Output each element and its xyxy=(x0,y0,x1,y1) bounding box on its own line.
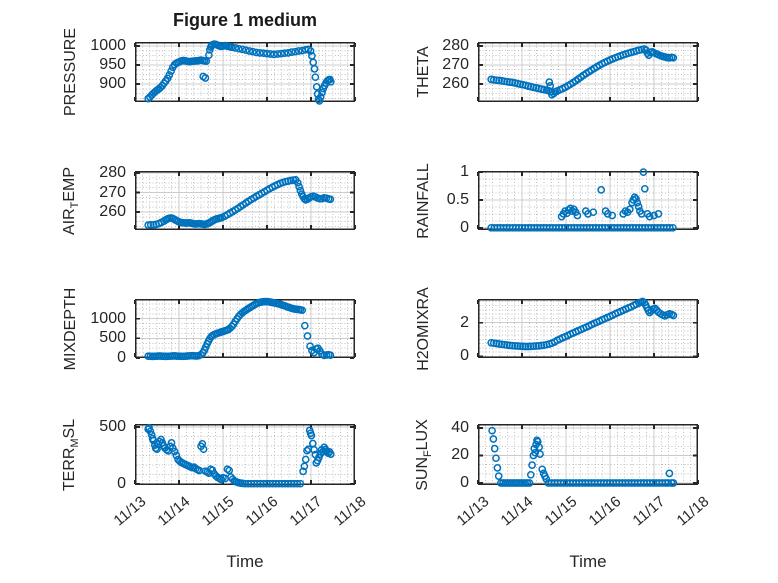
y-tick-label: 950 xyxy=(99,56,126,74)
grid-minor xyxy=(479,425,697,484)
y-axis-label-text: THETA xyxy=(415,46,432,98)
y-axis-label-airtemp: AIRTEMP xyxy=(61,167,81,235)
figure-title: Figure 1 medium xyxy=(172,10,318,30)
y-tick-label: 280 xyxy=(442,36,469,54)
grid-minor xyxy=(479,172,697,229)
y-axis-label-subscript: M xyxy=(69,437,82,448)
plot-area-terrmsl xyxy=(134,424,356,488)
y-tick-label: 1 xyxy=(460,163,469,181)
axis-box xyxy=(477,42,699,102)
y-axis-label-pressure: PRESSURE xyxy=(62,28,80,116)
plot-area-rainfall xyxy=(477,168,699,232)
y-axis-label-sunflux: SUNFLUX xyxy=(414,419,434,491)
data-points xyxy=(144,424,335,488)
grid-minor xyxy=(479,43,697,101)
plot-area-sunflux xyxy=(477,424,699,487)
y-tick-label: 0.5 xyxy=(446,190,469,208)
y-axis-label-text: MIXDEPTH xyxy=(62,287,79,370)
plot-area-theta xyxy=(477,42,699,102)
y-axis-label-text: LUX xyxy=(413,418,431,450)
y-tick-label: 40 xyxy=(451,418,469,436)
plot-area-airtemp xyxy=(134,171,356,230)
y-tick-label: 500 xyxy=(99,329,126,347)
data-points xyxy=(144,297,335,361)
y-tick-label: 0 xyxy=(460,347,469,365)
y-tick-label: 500 xyxy=(99,417,126,435)
axis-box xyxy=(134,42,356,102)
plot-area-h2omixra xyxy=(477,297,699,358)
data-points xyxy=(487,168,677,232)
x-tick-label: 11/15 xyxy=(198,493,237,530)
y-axis-label-rainfall: RAINFALL xyxy=(415,163,433,239)
y-tick-label: 900 xyxy=(99,75,126,93)
y-tick-label: 0 xyxy=(117,349,126,366)
x-tick-label: 11/14 xyxy=(154,493,193,530)
y-axis-label-text: EMP xyxy=(60,166,78,202)
y-axis-label-text: TERR xyxy=(60,447,78,491)
y-axis-label-subscript: F xyxy=(422,449,435,457)
data-points xyxy=(487,45,678,99)
y-tick-label: 0 xyxy=(117,474,126,492)
y-axis-label-mixdepth: MIXDEPTH xyxy=(62,287,80,370)
x-tick-label: 11/16 xyxy=(585,493,624,530)
y-axis-label-text: PRESSURE xyxy=(62,27,79,117)
data-points xyxy=(488,426,678,487)
y-tick-label: 270 xyxy=(99,183,126,201)
y-axis-label-text: SL xyxy=(60,418,78,438)
x-tick-label: 11/17 xyxy=(629,493,668,530)
y-axis-label-subscript: T xyxy=(69,201,82,208)
y-tick-label: 280 xyxy=(99,164,126,182)
y-tick-label: 1000 xyxy=(90,37,126,54)
y-axis-label-theta: THETA xyxy=(415,46,433,97)
x-axis-label-right: Time xyxy=(569,552,607,571)
y-axis-label-text: AIR xyxy=(60,207,78,235)
y-axis-label-h2omixra: H2OMIXRA xyxy=(415,287,433,371)
y-axis-label-terrmsl: TERRMSL xyxy=(61,418,81,490)
y-tick-label: 0 xyxy=(460,474,469,491)
y-axis-label-text: SUN xyxy=(413,456,431,491)
data-points xyxy=(144,40,335,105)
x-tick-label: 11/16 xyxy=(242,493,281,530)
y-tick-label: 2 xyxy=(460,313,469,331)
x-axis-label-left: Time xyxy=(226,552,264,571)
x-tick-label: 11/13 xyxy=(110,493,149,530)
y-tick-label: 260 xyxy=(99,202,126,220)
y-tick-label: 270 xyxy=(442,55,469,73)
axis-box xyxy=(477,299,699,358)
plot-area-pressure xyxy=(134,40,356,105)
x-tick-label: 11/17 xyxy=(286,493,325,530)
data-points xyxy=(144,176,335,229)
x-tick-label: 11/13 xyxy=(453,493,492,530)
y-tick-label: 0 xyxy=(460,218,469,236)
y-axis-label-text: RAINFALL xyxy=(415,162,432,239)
x-tick-label: 11/14 xyxy=(497,493,536,530)
x-tick-label: 11/15 xyxy=(541,493,580,530)
plot-area-mixdepth xyxy=(134,297,356,361)
y-tick-label: 260 xyxy=(442,74,469,92)
y-tick-label: 1000 xyxy=(90,309,126,327)
y-axis-label-text: H2OMIXRA xyxy=(415,286,432,371)
x-tick-label: 11/18 xyxy=(673,493,712,530)
y-tick-label: 20 xyxy=(451,446,469,464)
data-points xyxy=(487,297,678,351)
x-tick-label: 11/18 xyxy=(330,493,369,530)
